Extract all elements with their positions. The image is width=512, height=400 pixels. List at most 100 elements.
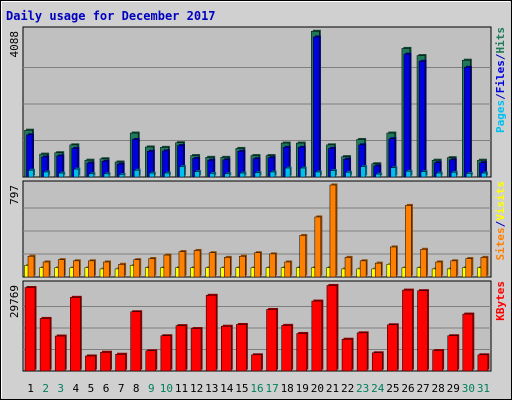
day-label-26: 26 [401,382,414,395]
bar-sites-day-3 [57,259,65,278]
day-axis-labels: 1 2 3 4 5 6 7 8 9 10 11 12 13 14 15 16 17 18 19 20 21 22 23 24 2… [27,382,490,395]
bar-pages-day-31 [481,172,487,178]
bar-sites-day-27 [420,249,427,278]
bar-sites-day-25 [390,246,397,278]
chart-title: Daily usage for December 2017 [6,9,216,23]
bar-sites-day-26 [405,205,412,278]
bar-pages-day-6 [103,173,110,178]
bar-kbytes-day-16 [251,354,262,372]
day-label-25: 25 [386,382,399,395]
bar-pages-day-17 [269,171,276,178]
bar-sites-day-31 [480,257,488,278]
bar-kbytes-day-25 [387,324,398,372]
day-label-30: 30 [462,382,475,395]
bar-kbytes-day-17 [266,309,277,372]
bar-kbytes-day-24 [371,352,383,372]
day-label-28: 28 [432,382,445,395]
panel-bottom: 29769 KBytes [8,280,507,372]
bar-pages-day-23 [360,166,366,178]
bar-pages-day-25 [390,167,397,178]
day-label-23: 23 [356,382,369,395]
bar-pages-day-2 [43,171,49,178]
bar-kbytes-day-4 [70,297,81,372]
bar-sites-day-6 [103,261,110,278]
legend-separator: / [494,220,507,227]
day-label-12: 12 [190,382,203,395]
bar-kbytes-day-3 [54,335,66,372]
bar-pages-day-10 [164,172,170,178]
bar-sites-day-20 [314,216,322,278]
legend-files: Files [494,60,507,93]
bar-sites-day-7 [118,264,125,278]
day-label-10: 10 [160,382,173,395]
bar-sites-day-12 [193,250,201,278]
day-label-17: 17 [265,382,278,395]
legend-hits: Hits [494,27,507,54]
bar-sites-day-19 [299,235,306,278]
bar-kbytes-day-22 [341,338,353,372]
bar-sites-day-5 [88,260,95,278]
legend-sites: Sites [494,227,507,260]
bar-sites-day-22 [344,257,352,278]
bar-files-day-20 [313,36,320,178]
legend-visits: Visits [494,181,507,221]
bar-pages-day-30 [466,173,472,178]
bar-pages-day-1 [28,169,34,178]
panel-bottom-ymax-label: 29769 [8,285,21,318]
bar-pages-day-3 [58,172,64,178]
bar-kbytes-day-1 [24,287,36,372]
bar-kbytes-day-26 [402,289,413,372]
bar-pages-day-8 [133,169,140,178]
bar-pages-day-22 [345,172,351,178]
bar-pages-day-26 [405,171,412,178]
bar-kbytes-day-9 [145,350,157,372]
day-label-6: 6 [103,382,110,395]
bar-sites-day-2 [42,261,50,278]
bar-kbytes-day-11 [175,325,187,372]
bar-pages-day-29 [450,172,457,178]
bar-pages-day-27 [420,171,427,178]
day-label-5: 5 [88,382,95,395]
bar-kbytes-day-31 [477,354,489,372]
day-label-18: 18 [281,382,294,395]
bar-sites-day-28 [435,261,442,278]
day-label-27: 27 [416,382,429,395]
day-label-4: 4 [73,382,80,395]
bar-sites-day-14 [224,257,231,278]
day-label-7: 7 [118,382,125,395]
bar-kbytes-day-29 [447,335,458,372]
bar-kbytes-day-10 [160,335,172,372]
bar-kbytes-day-23 [356,332,368,372]
day-label-3: 3 [57,382,64,395]
bar-sites-day-24 [374,262,382,278]
bar-kbytes-day-27 [417,290,428,372]
bar-pages-day-24 [375,173,381,178]
legend-separator: / [494,93,507,100]
bar-pages-day-15 [239,172,246,178]
day-label-21: 21 [326,382,339,395]
bar-kbytes-day-12 [190,328,202,372]
day-label-29: 29 [447,382,460,395]
day-label-2: 2 [42,382,49,395]
bar-kbytes-day-21 [326,285,338,372]
day-label-13: 13 [205,382,218,395]
panel-bottom-legend: KBytes [494,281,507,321]
bar-sites-day-29 [450,260,457,278]
bar-kbytes-day-28 [432,350,443,372]
bar-sites-day-9 [148,258,156,278]
legend-pages: Pages [494,100,507,133]
bar-pages-day-7 [118,174,125,178]
day-label-1: 1 [27,382,34,395]
legend-separator: / [494,53,507,60]
bar-sites-day-11 [178,251,186,278]
bar-pages-day-20 [315,171,321,178]
bar-sites-day-16 [254,252,261,278]
bar-kbytes-day-20 [311,300,323,372]
bar-sites-day-10 [163,254,171,278]
panel-middle-legend: Sites/Visits [494,181,507,261]
bar-kbytes-day-2 [39,318,51,372]
day-label-19: 19 [296,382,309,395]
bar-sites-day-30 [465,258,473,278]
